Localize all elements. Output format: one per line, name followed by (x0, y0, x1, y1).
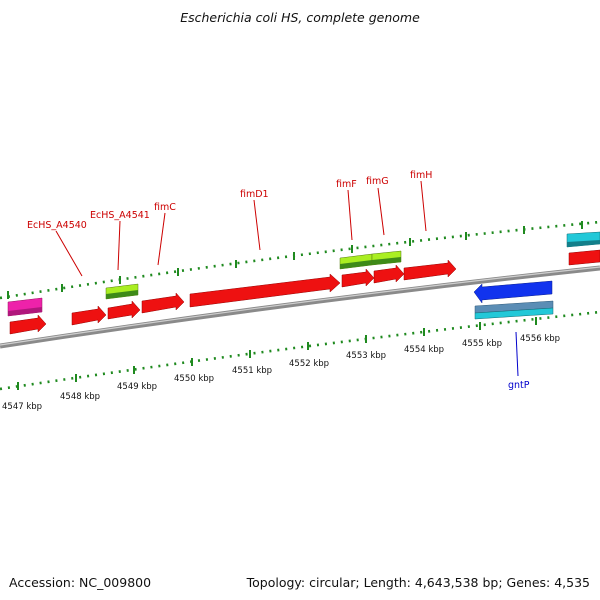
scale-label: 4551 kbp (232, 366, 272, 376)
scale-label: 4554 kbp (404, 345, 444, 355)
scale-label: 4548 kbp (60, 392, 100, 402)
genome-backbone-highlight (0, 266, 600, 346)
feature-cyan-right-shade (567, 240, 600, 247)
feature-gntp (473, 280, 553, 304)
gene-label: gntP (508, 380, 530, 391)
scale-label: 4549 kbp (117, 382, 157, 392)
scale-label: 4555 kbp (462, 339, 502, 349)
feature-red-1 (9, 314, 47, 335)
label-leaders (55, 180, 427, 277)
leader-gntp (515, 331, 519, 377)
gene-label: fimF (336, 179, 357, 190)
feature-fimc (141, 292, 185, 314)
forward-features (7, 231, 600, 335)
feature-echs-a4541-green-shade (106, 290, 138, 299)
gene-label: fimG (366, 176, 389, 187)
scale-label: 4553 kbp (346, 351, 386, 361)
scale-label: 4556 kbp (520, 334, 560, 344)
genome-summary-text: Topology: circular; Length: 4,643,538 bp… (246, 575, 590, 590)
feature-fimg (373, 264, 405, 284)
gene-label: EcHS_A4541 (90, 210, 150, 221)
leader-fimh (420, 180, 427, 232)
feature-cyan-2 (474, 307, 554, 320)
forward-scale-line (0, 220, 600, 300)
leader-fimd1 (253, 199, 261, 251)
feature-fimh (403, 259, 457, 281)
forward-major-ticks (7, 221, 583, 299)
leader-echs-a4541 (117, 220, 121, 271)
leader-echs-a4540 (55, 230, 83, 277)
feature-fimf-green-shade (340, 260, 372, 269)
feature-pink-1-shade (8, 307, 42, 316)
gene-label-group: EcHS_A4540 EcHS_A4541 fimC fimD1 fimF fi… (27, 170, 432, 231)
feature-fimg-green-shade (372, 257, 401, 265)
gene-label: fimC (154, 202, 176, 213)
genome-backbone (0, 265, 600, 349)
reverse-major-ticks (17, 317, 537, 390)
feature-echs-a4541 (107, 300, 141, 320)
gene-label: fimH (410, 170, 432, 181)
scale-labels: 4547 kbp 4548 kbp 4549 kbp 4550 kbp 4551… (2, 334, 560, 412)
reverse-features (473, 280, 554, 320)
gene-label: fimD1 (240, 189, 269, 200)
accession-text: Accession: NC_009800 (9, 575, 151, 590)
leader-fimc (157, 212, 166, 266)
gene-label: EcHS_A4540 (27, 220, 87, 231)
feature-red-right (568, 249, 600, 266)
leader-fimf (347, 189, 353, 241)
leader-fimg (377, 187, 385, 236)
map-title: Escherichia coli HS, complete genome (180, 10, 420, 25)
feature-echs-a4540 (71, 305, 107, 326)
feature-fimd1 (189, 273, 341, 308)
scale-label: 4550 kbp (174, 374, 214, 384)
scale-label: 4552 kbp (289, 359, 329, 369)
scale-label: 4547 kbp (2, 402, 42, 412)
reverse-scale-line (0, 310, 600, 391)
feature-fimf (341, 268, 375, 288)
